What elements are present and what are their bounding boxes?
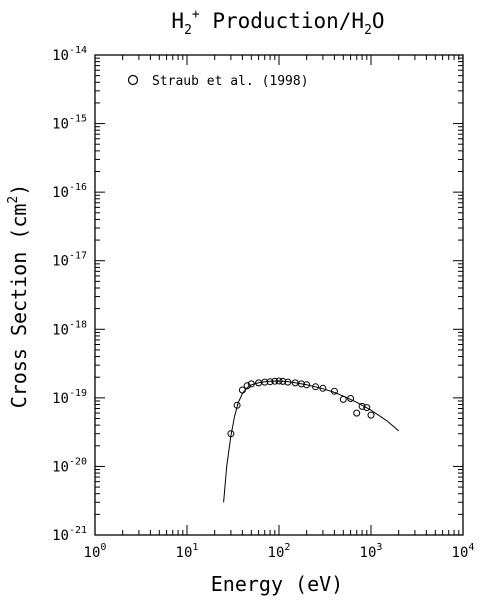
legend-label: Straub et al. (1998) xyxy=(152,74,309,89)
data-point xyxy=(227,430,235,438)
data-point xyxy=(271,377,279,385)
data-point xyxy=(247,380,255,388)
data-point xyxy=(243,382,251,390)
fit-line xyxy=(223,380,400,503)
legend: Straub et al. (1998) xyxy=(127,74,309,89)
data-point xyxy=(330,387,338,395)
data-point xyxy=(347,395,355,402)
data-point xyxy=(297,380,305,388)
data-point xyxy=(312,383,320,391)
data-point xyxy=(266,378,274,386)
y-axis-label: Cross Section (cm2) xyxy=(6,184,31,409)
y-tick-label: 10-20 xyxy=(52,456,87,475)
y-tick-label: 10-19 xyxy=(52,388,87,407)
data-point xyxy=(353,409,361,417)
y-tick-labels: 10-21 10-20 10-19 10-18 10-17 10-16 10-15 10-14 xyxy=(52,45,87,544)
y-tick-label: 10-15 xyxy=(52,114,87,133)
plot-area xyxy=(94,54,464,536)
y-tick-label: 10-18 xyxy=(52,319,87,338)
data-point xyxy=(319,384,327,392)
y-tick-label: 10-16 xyxy=(52,182,87,201)
data-point xyxy=(284,378,292,386)
x-axis-label: Energy (eV) xyxy=(211,572,343,596)
y-ticks xyxy=(95,57,463,536)
data-point xyxy=(303,381,311,389)
y-tick-label: 10-21 xyxy=(52,525,87,544)
x-tick-labels: 100 101 102 103 104 xyxy=(84,542,475,561)
x-ticks xyxy=(94,55,460,535)
data-point xyxy=(367,411,375,419)
x-tick-label: 102 xyxy=(268,542,291,561)
y-tick-label: 10-17 xyxy=(52,251,87,270)
fit-line-group xyxy=(223,380,400,503)
data-point xyxy=(279,377,287,385)
y-tick-label: 10-14 xyxy=(52,45,87,64)
x-tick-label: 100 xyxy=(84,542,107,561)
data-point xyxy=(339,395,347,403)
data-point xyxy=(275,377,283,385)
data-point xyxy=(238,386,246,394)
chart-title: H2+ Production/H2O xyxy=(171,7,384,38)
plot-frame xyxy=(94,54,464,536)
x-tick-label: 103 xyxy=(360,542,383,561)
x-tick-label: 104 xyxy=(452,542,475,561)
legend-marker xyxy=(127,74,139,86)
data-point xyxy=(358,402,366,410)
data-point xyxy=(233,401,241,409)
data-points xyxy=(227,377,375,438)
data-point xyxy=(363,404,371,412)
data-point xyxy=(261,378,269,386)
x-tick-label: 101 xyxy=(176,542,199,561)
